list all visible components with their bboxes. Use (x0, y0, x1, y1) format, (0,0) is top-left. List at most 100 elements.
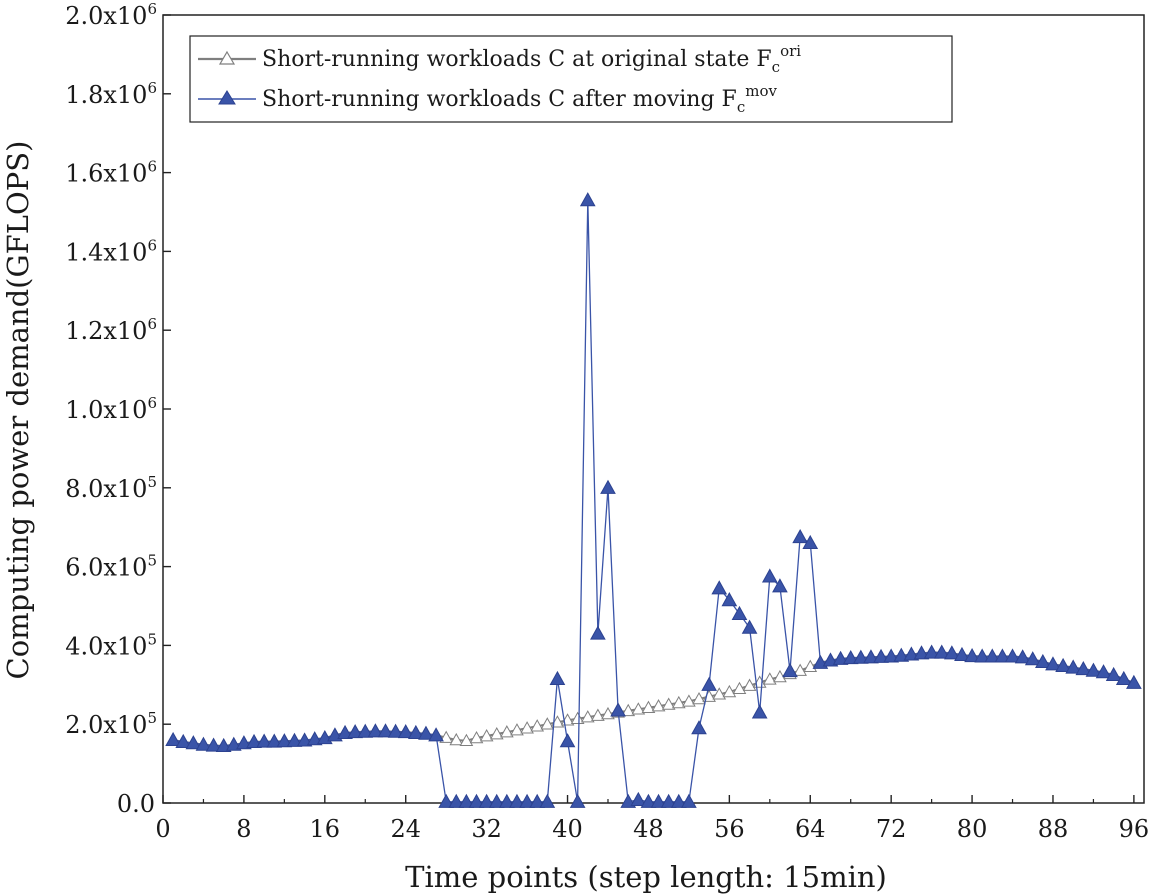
data-point-mov (1085, 662, 1102, 677)
data-point-mov (286, 732, 303, 747)
x-tick-label: 16 (310, 815, 341, 843)
series-layer (165, 192, 1142, 808)
data-point-mov (802, 534, 819, 550)
data-point-mov (650, 793, 667, 808)
x-tick-label: 96 (1119, 815, 1150, 843)
data-point-mov (236, 735, 252, 750)
x-tick-label: 0 (155, 815, 170, 843)
data-point-mov (195, 736, 212, 751)
data-point-mov (691, 720, 707, 735)
data-point-mov (407, 724, 424, 739)
legend-sub-mov: c (737, 98, 745, 116)
legend-label-mov: Short-running workloads C after moving F… (262, 82, 777, 116)
legend-marker-mov (218, 90, 236, 105)
data-point-mov (488, 793, 505, 808)
data-point-mov (276, 733, 293, 748)
data-point-mov (1095, 664, 1112, 679)
data-point-mov (681, 793, 697, 808)
data-point-ori (580, 710, 595, 723)
data-point-mov (1065, 659, 1082, 674)
data-point-ori (762, 672, 777, 685)
data-point-mov (964, 648, 980, 663)
data-point-mov (1075, 661, 1092, 676)
data-point-ori (641, 700, 656, 713)
data-point-ori (520, 721, 534, 734)
data-point-mov (1055, 657, 1071, 672)
data-point-mov (165, 731, 181, 747)
x-axis-title: Time points (step length: 15min) (405, 860, 887, 894)
data-point-mov (1035, 653, 1051, 669)
legend-sup-mov: mov (745, 82, 777, 100)
data-point-mov (377, 723, 394, 738)
x-tick-label: 80 (957, 815, 988, 843)
data-point-ori (621, 703, 636, 717)
data-point-ori (651, 699, 666, 712)
data-point-mov (438, 793, 455, 808)
x-tick-label: 40 (552, 815, 583, 843)
data-point-mov (590, 625, 606, 640)
data-point-mov (640, 793, 657, 808)
data-point-mov (468, 793, 485, 808)
x-tick-label: 48 (633, 815, 664, 843)
legend-name-mov: Short-running workloads C after moving F (262, 87, 737, 112)
data-point-mov (579, 192, 596, 207)
data-point-ori (469, 730, 484, 744)
data-point-mov (499, 793, 515, 808)
data-point-ori (530, 719, 545, 732)
x-tick-label: 64 (795, 815, 826, 843)
data-point-mov (954, 646, 970, 661)
data-point-mov (933, 644, 950, 659)
y-axis: 0.0 2.0x105 4.0x105 6.0x105 8.0x105 1.0x106 1.… (65, 0, 171, 818)
data-point-mov (842, 649, 859, 665)
data-point-mov (1115, 670, 1132, 685)
data-point-mov (741, 619, 758, 634)
legend-marker-ori (218, 50, 236, 65)
data-point-mov (175, 733, 192, 749)
legend-name-ori: Short-running workloads C at original st… (262, 47, 772, 72)
data-point-mov (367, 723, 384, 738)
data-point-mov (337, 724, 353, 739)
data-point-ori (793, 663, 807, 676)
data-point-mov (1105, 666, 1122, 682)
data-point-mov (994, 648, 1011, 663)
data-point-mov (428, 727, 444, 742)
data-point-mov (246, 733, 262, 749)
data-point-mov (903, 646, 920, 661)
y-tick-label: 1.2x106 (65, 315, 157, 345)
data-point-mov (1014, 649, 1031, 664)
data-point-ori (661, 697, 676, 710)
data-point-mov (569, 793, 586, 808)
data-point-mov (296, 732, 313, 747)
y-tick-label: 1.4x106 (65, 236, 157, 266)
data-point-ori (692, 691, 706, 705)
y-tick-label: 0.0 (117, 790, 155, 818)
data-point-ori (682, 694, 696, 707)
legend-label-ori: Short-running workloads C at original st… (262, 42, 801, 76)
data-point-mov (458, 793, 475, 808)
data-point-mov (782, 662, 798, 678)
data-point-mov (529, 793, 546, 808)
legend-sub-ori: c (772, 58, 780, 76)
data-point-mov (387, 723, 404, 738)
x-tick-label: 24 (390, 815, 421, 843)
data-point-mov (418, 725, 434, 740)
data-point-ori (722, 684, 737, 698)
data-point-mov (215, 737, 232, 752)
data-point-mov (559, 733, 576, 748)
data-point-ori (449, 732, 464, 746)
data-point-ori (500, 725, 514, 738)
x-tick-label: 32 (471, 815, 502, 843)
y-tick-label: 2.0x106 (65, 0, 157, 30)
data-point-mov (266, 733, 283, 748)
data-point-mov (1045, 656, 1061, 671)
x-tick-label: 8 (236, 815, 251, 843)
data-point-mov (731, 605, 748, 620)
y-tick-label: 2.0x105 (65, 709, 157, 739)
data-point-ori (540, 717, 555, 730)
data-point-mov (1004, 648, 1021, 663)
data-point-mov (519, 793, 535, 808)
y-tick-label: 6.0x105 (65, 552, 157, 582)
data-point-mov (256, 733, 272, 748)
data-point-mov (185, 735, 202, 750)
